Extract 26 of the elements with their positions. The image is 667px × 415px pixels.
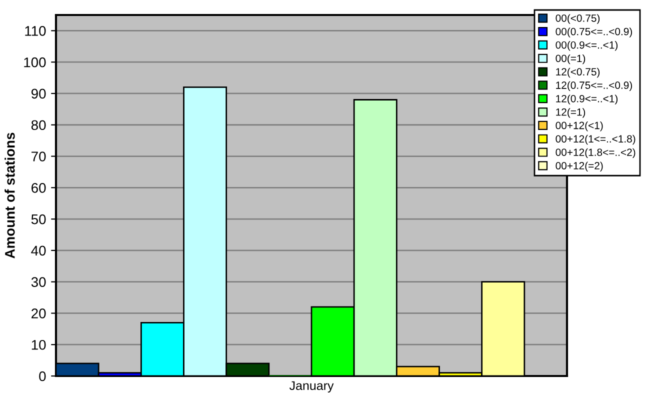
y-tick-label: 110: [25, 26, 46, 36]
y-tick-label: 30: [31, 277, 46, 287]
x-tick-label: January: [289, 381, 334, 393]
legend-label: 12(0.9<=..<1): [556, 94, 618, 104]
y-tick-label: 90: [31, 88, 46, 99]
y-tick-label: 60: [32, 182, 46, 193]
y-tick-label: 70: [32, 152, 46, 162]
legend-label: 00(0.9<=..<1): [556, 41, 618, 51]
legend-label: 12(<0.75): [556, 68, 600, 78]
legend-label: 00+12(<1): [556, 122, 603, 132]
legend-label: 12(=1): [556, 108, 586, 118]
y-tick-label: 100: [24, 57, 46, 68]
y-tick-label: 80: [31, 120, 46, 130]
legend-label: 00(=1): [556, 54, 586, 64]
y-tick-label: 20: [32, 308, 46, 318]
y-axis-title: Amount of stations: [4, 132, 15, 258]
legend-label: 00(<0.75): [556, 14, 600, 24]
legend-label: 00+12(1<=..<1.8): [556, 134, 636, 145]
legend-label: 00+12(1.8<=..<2): [556, 148, 636, 158]
legend-label: 00(0.75<=..<0.9): [556, 28, 632, 38]
y-tick-label: 10: [32, 340, 46, 350]
y-tick-label: 40: [31, 246, 46, 256]
legend-label: 00+12(=2): [556, 162, 603, 172]
legend-label: 12(0.75<=..<0.9): [556, 81, 632, 91]
y-tick-label: 50: [31, 214, 46, 224]
y-tick-label: 0: [39, 371, 46, 382]
